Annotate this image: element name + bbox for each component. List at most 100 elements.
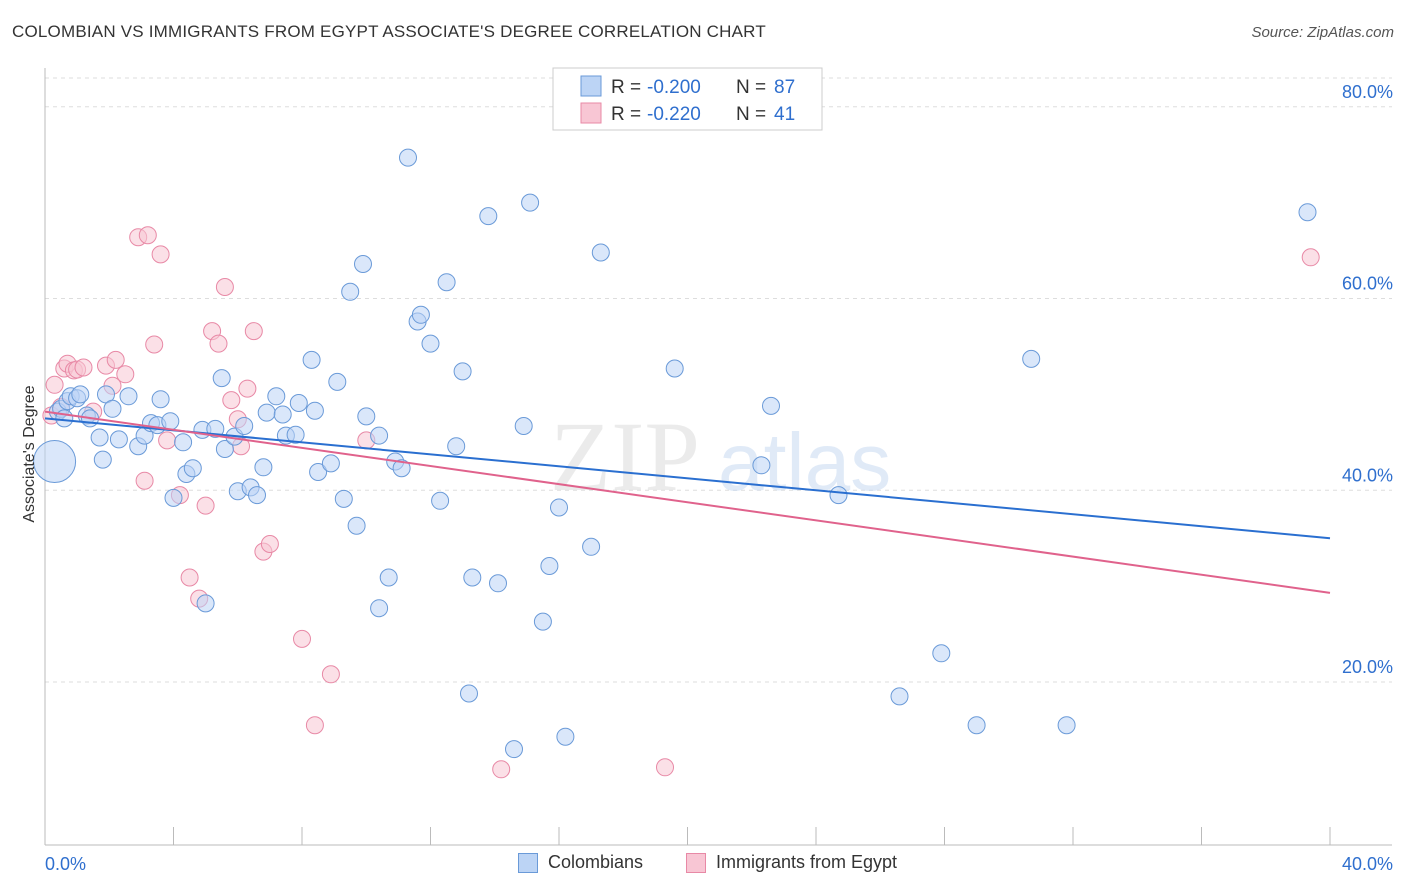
colombian-point — [505, 740, 523, 759]
bottom-legend-label-egypt: Immigrants from Egypt — [716, 852, 898, 872]
legend-r-value-2: -0.220 — [647, 104, 701, 125]
colombian-point — [540, 557, 559, 575]
colombian-point — [90, 428, 109, 447]
colombian-point — [347, 516, 366, 535]
colombian-point — [411, 305, 430, 324]
colombian-point — [932, 644, 951, 663]
egypt-point — [209, 334, 228, 353]
egypt-point — [656, 758, 674, 777]
colombian-point — [392, 459, 411, 478]
egypt-point — [321, 665, 340, 684]
colombian-point — [357, 407, 376, 426]
colombian-point — [215, 440, 234, 458]
bottom-legend-egypt: Immigrants from Egypt — [686, 852, 897, 873]
colombian-point — [334, 489, 353, 508]
colombian-point — [1022, 349, 1041, 368]
egypt-point — [138, 226, 157, 245]
egypt-point — [116, 365, 135, 384]
egypt-swatch — [686, 852, 706, 873]
trend-lines — [44, 410, 1331, 594]
egypt-point — [293, 629, 311, 648]
colombian-point — [235, 417, 254, 435]
colombian-point — [582, 537, 601, 556]
y-axis-label: Associate's Degree — [21, 385, 38, 523]
legend-swatch-egypt — [580, 102, 602, 124]
colombian-point — [890, 687, 909, 706]
colombian-point — [212, 369, 231, 388]
colombian-point — [437, 273, 456, 292]
x-tick-labels: 0.0% 40.0% — [45, 854, 1393, 874]
colombian-point — [164, 488, 183, 507]
egypt-point — [74, 358, 93, 377]
colombian-point — [196, 594, 215, 613]
correlation-legend: R = -0.200 N = 87 R = -0.220 N = 41 — [552, 67, 823, 131]
y-tick-label-40: 40.0% — [1342, 465, 1393, 485]
colombian-point — [254, 458, 273, 477]
legend-n-value-2: 41 — [774, 104, 795, 125]
y-tick-label-60: 60.0% — [1342, 274, 1393, 294]
egypt-point — [106, 350, 125, 369]
colombian-point — [289, 394, 308, 412]
colombian-point — [460, 684, 478, 703]
egypt-point — [45, 375, 64, 394]
legend-n-value-1: 87 — [774, 77, 795, 98]
colombian-point — [556, 727, 575, 746]
colombian-point — [967, 716, 986, 735]
colombian-point — [1057, 716, 1076, 735]
egypt-point — [260, 535, 279, 553]
colombian-point — [665, 359, 684, 378]
colombian-point — [321, 454, 340, 473]
x-tick-label-40: 40.0% — [1342, 854, 1393, 874]
colombian-point — [354, 255, 372, 273]
colombian-point — [257, 403, 276, 422]
colombian-points — [33, 148, 1317, 759]
bottom-legend-colombians: Colombians — [518, 852, 643, 873]
colombian-point — [829, 486, 848, 505]
egypt-point — [180, 568, 199, 587]
y-tick-label-20: 20.0% — [1342, 657, 1393, 677]
legend-r-value-1: -0.200 — [647, 77, 701, 98]
colombian-point — [463, 568, 482, 587]
colombian-point — [1298, 203, 1317, 222]
legend-swatch-colombians — [580, 75, 602, 97]
legend-r-label-1: R = — [611, 77, 641, 98]
colombian-point — [370, 426, 389, 445]
egypt-point — [492, 760, 511, 779]
x-tick-label-0: 0.0% — [45, 854, 86, 874]
colombian-point — [161, 412, 180, 431]
colombian-point — [479, 207, 498, 226]
colombian-point — [379, 568, 398, 587]
source-label: Source: ZipAtlas.com — [1251, 24, 1394, 41]
colombian-point — [591, 243, 610, 262]
colombian-point — [55, 409, 74, 428]
colombian-point — [431, 491, 450, 510]
colombian-point — [273, 405, 292, 424]
y-tick-labels: 20.0% 40.0% 60.0% 80.0% — [1342, 82, 1393, 677]
bottom-legend: Colombians Immigrants from Egypt — [0, 852, 1406, 878]
egypt-point — [244, 322, 263, 341]
legend-n-label-1: N = — [736, 77, 766, 98]
colombian-point — [305, 401, 324, 420]
egypt-point — [196, 496, 215, 515]
egypt-point — [238, 379, 257, 398]
colombian-point — [762, 396, 780, 415]
colombian-point — [109, 430, 128, 449]
colombian-point — [521, 193, 540, 212]
egypt-point — [158, 431, 177, 450]
egypt-point — [1301, 248, 1320, 267]
colombian-point — [151, 390, 170, 409]
trend-line-colombians — [44, 417, 1331, 540]
colombian-point — [341, 282, 360, 301]
colombian-point — [328, 372, 347, 391]
colombians-swatch — [518, 852, 538, 873]
bottom-legend-label-colombians: Colombians — [548, 852, 644, 872]
colombian-point — [174, 433, 193, 452]
watermark-atlas: atlas — [718, 417, 891, 508]
colombian-point — [533, 612, 552, 631]
trend-line-egypt — [44, 410, 1331, 594]
colombian-point — [267, 387, 286, 406]
egypt-point — [135, 471, 154, 490]
colombian-point — [309, 463, 328, 481]
colombian-point — [453, 362, 472, 381]
